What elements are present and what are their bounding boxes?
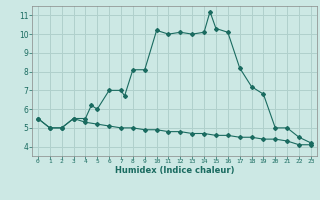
X-axis label: Humidex (Indice chaleur): Humidex (Indice chaleur) xyxy=(115,166,234,175)
